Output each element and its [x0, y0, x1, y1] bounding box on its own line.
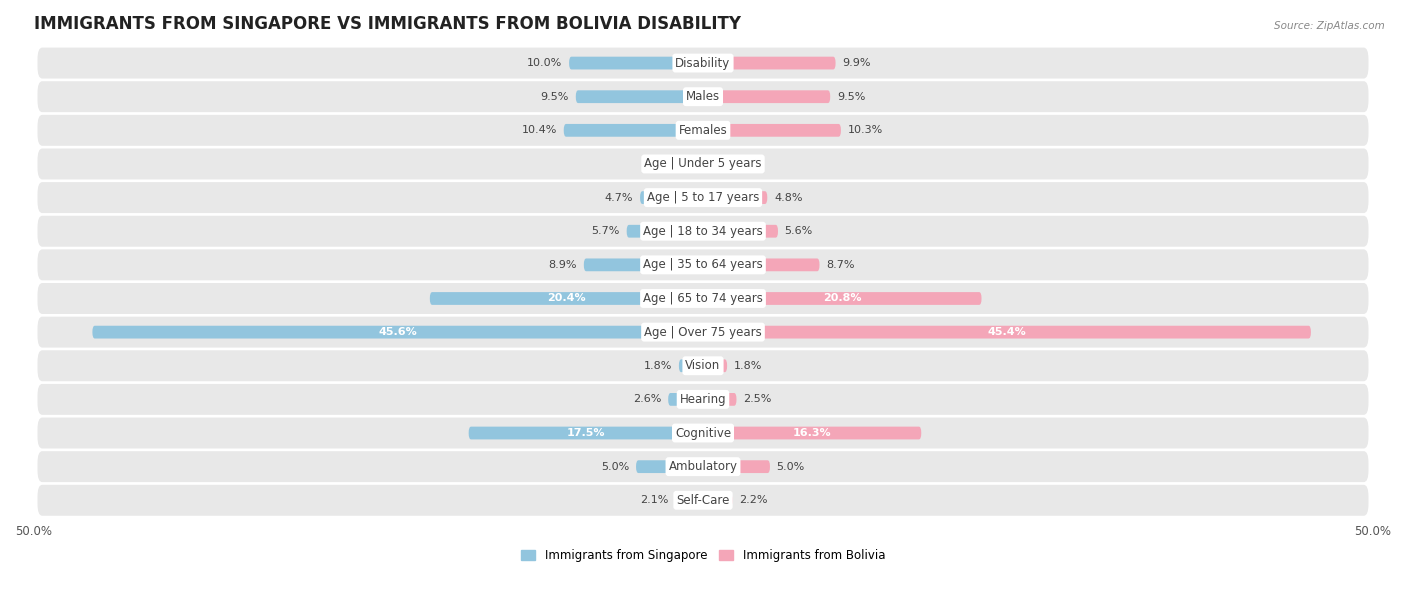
- Text: 2.5%: 2.5%: [744, 394, 772, 405]
- Text: Females: Females: [679, 124, 727, 137]
- FancyBboxPatch shape: [703, 124, 841, 136]
- Text: 5.6%: 5.6%: [785, 226, 813, 236]
- Text: 2.2%: 2.2%: [740, 495, 768, 506]
- FancyBboxPatch shape: [627, 225, 703, 237]
- FancyBboxPatch shape: [703, 191, 768, 204]
- FancyBboxPatch shape: [703, 91, 830, 103]
- FancyBboxPatch shape: [38, 81, 1368, 112]
- Text: 4.8%: 4.8%: [773, 193, 803, 203]
- FancyBboxPatch shape: [703, 326, 1310, 338]
- Text: 1.1%: 1.1%: [654, 159, 682, 169]
- FancyBboxPatch shape: [703, 57, 835, 69]
- FancyBboxPatch shape: [675, 494, 703, 507]
- FancyBboxPatch shape: [564, 124, 703, 136]
- Text: Age | 35 to 64 years: Age | 35 to 64 years: [643, 258, 763, 271]
- Text: 9.5%: 9.5%: [541, 92, 569, 102]
- FancyBboxPatch shape: [679, 359, 703, 372]
- FancyBboxPatch shape: [569, 57, 703, 69]
- Text: 2.6%: 2.6%: [633, 394, 661, 405]
- FancyBboxPatch shape: [38, 250, 1368, 280]
- FancyBboxPatch shape: [703, 258, 820, 271]
- Text: Ambulatory: Ambulatory: [668, 460, 738, 473]
- FancyBboxPatch shape: [689, 157, 703, 170]
- FancyBboxPatch shape: [38, 384, 1368, 415]
- Text: Vision: Vision: [685, 359, 721, 372]
- Text: 1.8%: 1.8%: [734, 360, 762, 371]
- Text: 20.4%: 20.4%: [547, 294, 586, 304]
- Text: 4.7%: 4.7%: [605, 193, 633, 203]
- Text: Cognitive: Cognitive: [675, 427, 731, 439]
- Text: IMMIGRANTS FROM SINGAPORE VS IMMIGRANTS FROM BOLIVIA DISABILITY: IMMIGRANTS FROM SINGAPORE VS IMMIGRANTS …: [34, 15, 741, 33]
- Text: 2.1%: 2.1%: [640, 495, 668, 506]
- FancyBboxPatch shape: [38, 350, 1368, 381]
- Legend: Immigrants from Singapore, Immigrants from Bolivia: Immigrants from Singapore, Immigrants fr…: [516, 545, 890, 567]
- FancyBboxPatch shape: [38, 48, 1368, 78]
- FancyBboxPatch shape: [703, 427, 921, 439]
- Text: 5.0%: 5.0%: [776, 461, 804, 472]
- Text: 9.9%: 9.9%: [842, 58, 870, 68]
- Text: 5.0%: 5.0%: [602, 461, 630, 472]
- FancyBboxPatch shape: [38, 182, 1368, 213]
- FancyBboxPatch shape: [703, 460, 770, 473]
- Text: Males: Males: [686, 90, 720, 103]
- Text: 45.4%: 45.4%: [987, 327, 1026, 337]
- FancyBboxPatch shape: [38, 149, 1368, 179]
- Text: 45.6%: 45.6%: [378, 327, 418, 337]
- Text: Self-Care: Self-Care: [676, 494, 730, 507]
- FancyBboxPatch shape: [668, 393, 703, 406]
- Text: 1.8%: 1.8%: [644, 360, 672, 371]
- FancyBboxPatch shape: [703, 359, 727, 372]
- FancyBboxPatch shape: [38, 485, 1368, 516]
- FancyBboxPatch shape: [640, 191, 703, 204]
- FancyBboxPatch shape: [93, 326, 703, 338]
- FancyBboxPatch shape: [576, 91, 703, 103]
- Text: Age | Under 5 years: Age | Under 5 years: [644, 157, 762, 171]
- Text: 8.7%: 8.7%: [827, 260, 855, 270]
- FancyBboxPatch shape: [703, 225, 778, 237]
- Text: 10.4%: 10.4%: [522, 125, 557, 135]
- Text: Age | 5 to 17 years: Age | 5 to 17 years: [647, 191, 759, 204]
- FancyBboxPatch shape: [703, 393, 737, 406]
- Text: 9.5%: 9.5%: [837, 92, 865, 102]
- FancyBboxPatch shape: [583, 258, 703, 271]
- FancyBboxPatch shape: [703, 292, 981, 305]
- Text: 8.9%: 8.9%: [548, 260, 576, 270]
- FancyBboxPatch shape: [38, 417, 1368, 449]
- Text: 10.0%: 10.0%: [527, 58, 562, 68]
- FancyBboxPatch shape: [38, 216, 1368, 247]
- Text: 10.3%: 10.3%: [848, 125, 883, 135]
- Text: 1.1%: 1.1%: [724, 159, 752, 169]
- Text: 16.3%: 16.3%: [793, 428, 831, 438]
- Text: Age | 18 to 34 years: Age | 18 to 34 years: [643, 225, 763, 237]
- Text: Hearing: Hearing: [679, 393, 727, 406]
- FancyBboxPatch shape: [703, 157, 717, 170]
- Text: Source: ZipAtlas.com: Source: ZipAtlas.com: [1274, 21, 1385, 31]
- FancyBboxPatch shape: [636, 460, 703, 473]
- FancyBboxPatch shape: [38, 283, 1368, 314]
- FancyBboxPatch shape: [38, 316, 1368, 348]
- Text: Age | 65 to 74 years: Age | 65 to 74 years: [643, 292, 763, 305]
- FancyBboxPatch shape: [703, 494, 733, 507]
- Text: Disability: Disability: [675, 56, 731, 70]
- Text: 17.5%: 17.5%: [567, 428, 605, 438]
- Text: Age | Over 75 years: Age | Over 75 years: [644, 326, 762, 338]
- FancyBboxPatch shape: [38, 451, 1368, 482]
- FancyBboxPatch shape: [38, 115, 1368, 146]
- FancyBboxPatch shape: [468, 427, 703, 439]
- FancyBboxPatch shape: [430, 292, 703, 305]
- Text: 20.8%: 20.8%: [823, 294, 862, 304]
- Text: 5.7%: 5.7%: [592, 226, 620, 236]
